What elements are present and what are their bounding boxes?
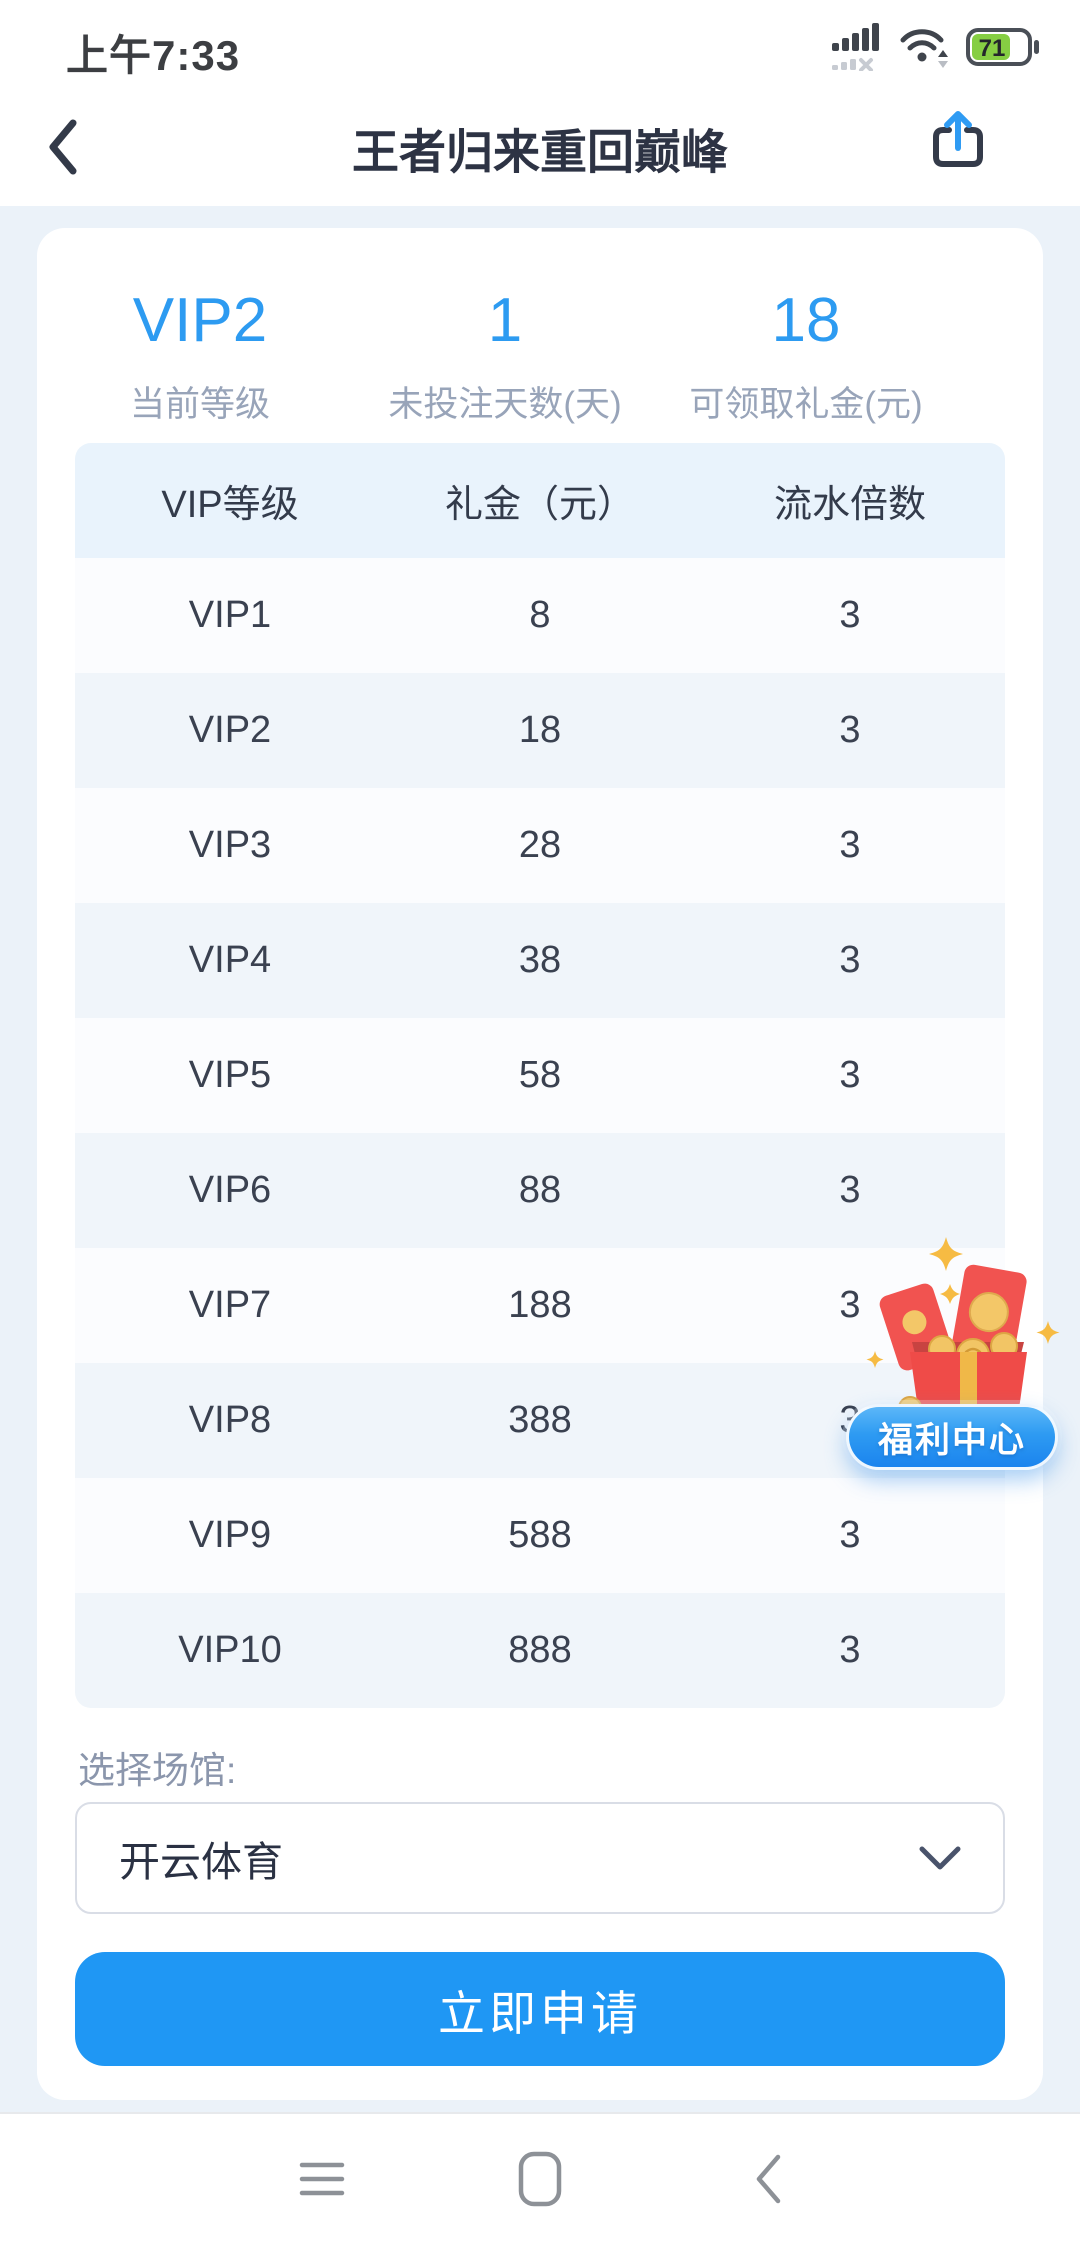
table-cell: VIP2 — [188, 709, 272, 751]
dual-sim-signal-icon — [832, 23, 879, 71]
table-body: VIP1 8 3 VIP2 18 3 VIP3 28 3 VIP4 38 3 VIP5 58 3 VIP6 88… — [75, 558, 1005, 1708]
table-cell: VIP10 — [178, 1629, 282, 1671]
venue-select[interactable]: 开云体育 — [75, 1802, 1005, 1914]
table-cell: 3 — [839, 1629, 861, 1671]
back-button[interactable] — [40, 114, 84, 180]
table-cell: 588 — [508, 1514, 572, 1556]
table-row: VIP3 28 3 — [75, 788, 1005, 903]
stat-value: VIP2 — [132, 286, 268, 355]
table-row: VIP5 58 3 — [75, 1018, 1005, 1133]
apply-now-button[interactable]: 立即申请 — [75, 1952, 1005, 2066]
table-header-cell: VIP等级 — [161, 484, 299, 526]
table-cell: VIP8 — [188, 1399, 272, 1441]
table-header-row: VIP等级 礼金（元） 流水倍数 — [75, 443, 1005, 558]
status-bar: 上午7:33 7 — [0, 0, 1080, 90]
wifi-icon — [900, 29, 948, 68]
stat-current-level: VIP2 当前等级 — [130, 290, 270, 427]
stat-no-bet-days: 1 未投注天数(天) — [388, 290, 621, 427]
table-cell: VIP3 — [188, 824, 272, 866]
battery-icon: 71 — [966, 28, 1039, 66]
table-row: VIP4 38 3 — [75, 903, 1005, 1018]
table-cell: 3 — [839, 594, 861, 636]
table-row: VIP2 18 3 — [75, 673, 1005, 788]
stat-value: 18 — [771, 286, 841, 355]
table-cell: 18 — [518, 709, 562, 751]
table-cell: 3 — [839, 1284, 861, 1326]
table-cell: 3 — [839, 824, 861, 866]
chevron-down-icon — [919, 1846, 961, 1870]
table-cell: 8 — [529, 594, 551, 636]
back-icon[interactable] — [749, 2152, 787, 2206]
android-nav-bar — [0, 2112, 1080, 2244]
table-cell: 3 — [839, 1054, 861, 1096]
table-cell: 888 — [508, 1629, 572, 1671]
stat-label: 未投注天数(天) — [388, 385, 622, 424]
share-button[interactable] — [928, 108, 988, 176]
table-header-cell: 流水倍数 — [773, 484, 926, 526]
welfare-center-button[interactable]: 福利中心 — [846, 1404, 1058, 1470]
home-icon[interactable] — [514, 2150, 566, 2208]
table-cell: 3 — [839, 1169, 861, 1211]
table-cell: 38 — [518, 939, 562, 981]
table-cell: 28 — [518, 824, 562, 866]
table-row: VIP10 888 3 — [75, 1593, 1005, 1708]
table-row: VIP7 188 3 — [75, 1248, 1005, 1363]
page-background: VIP2 当前等级 1 未投注天数(天) 18 可领取礼金(元) VIP等级 礼… — [0, 206, 1080, 2112]
table-cell: 58 — [518, 1054, 562, 1096]
table-header-cell: 礼金（元） — [444, 484, 635, 526]
page-title: 王者归来重回巅峰 — [352, 125, 728, 179]
vip-card: VIP2 当前等级 1 未投注天数(天) 18 可领取礼金(元) VIP等级 礼… — [37, 228, 1043, 2100]
table-row: VIP1 8 3 — [75, 558, 1005, 673]
table-cell: VIP5 — [188, 1054, 272, 1096]
app-header: 王者归来重回巅峰 — [0, 90, 1080, 206]
venue-label: 选择场馆: — [78, 1750, 237, 1791]
table-cell: 3 — [839, 709, 861, 751]
table-cell: VIP1 — [188, 594, 272, 636]
table-cell: 388 — [508, 1399, 572, 1441]
table-row: VIP9 588 3 — [75, 1478, 1005, 1593]
venue-selected-value: 开云体育 — [119, 1839, 283, 1885]
table-cell: VIP7 — [188, 1284, 272, 1326]
table-cell: VIP4 — [188, 939, 272, 981]
welfare-center-widget: 福利中心 — [838, 1232, 1070, 1478]
stat-label: 可领取礼金(元) — [689, 385, 923, 424]
gift-box-icon — [866, 1237, 1060, 1414]
table-cell: 3 — [839, 1514, 861, 1556]
stat-claimable-bonus: 18 可领取礼金(元) — [689, 290, 922, 427]
vip-table: VIP等级 礼金（元） 流水倍数 VIP1 8 3 VIP2 18 3 VIP3 28 3 VIP… — [75, 443, 1005, 1708]
table-cell: 3 — [839, 939, 861, 981]
table-cell: VIP6 — [188, 1169, 272, 1211]
status-icons: 71 — [832, 20, 1040, 74]
stat-value: 1 — [487, 286, 523, 355]
welfare-center-label: 福利中心 — [877, 1420, 1026, 1460]
table-cell: 188 — [508, 1284, 572, 1326]
recents-icon[interactable] — [299, 2155, 345, 2203]
table-cell: VIP9 — [188, 1514, 272, 1556]
table-row: VIP6 88 3 — [75, 1133, 1005, 1248]
stat-label: 当前等级 — [129, 385, 271, 424]
status-time: 上午7:33 — [66, 32, 241, 79]
table-cell: 88 — [518, 1169, 562, 1211]
svg-text:71: 71 — [979, 35, 1006, 62]
